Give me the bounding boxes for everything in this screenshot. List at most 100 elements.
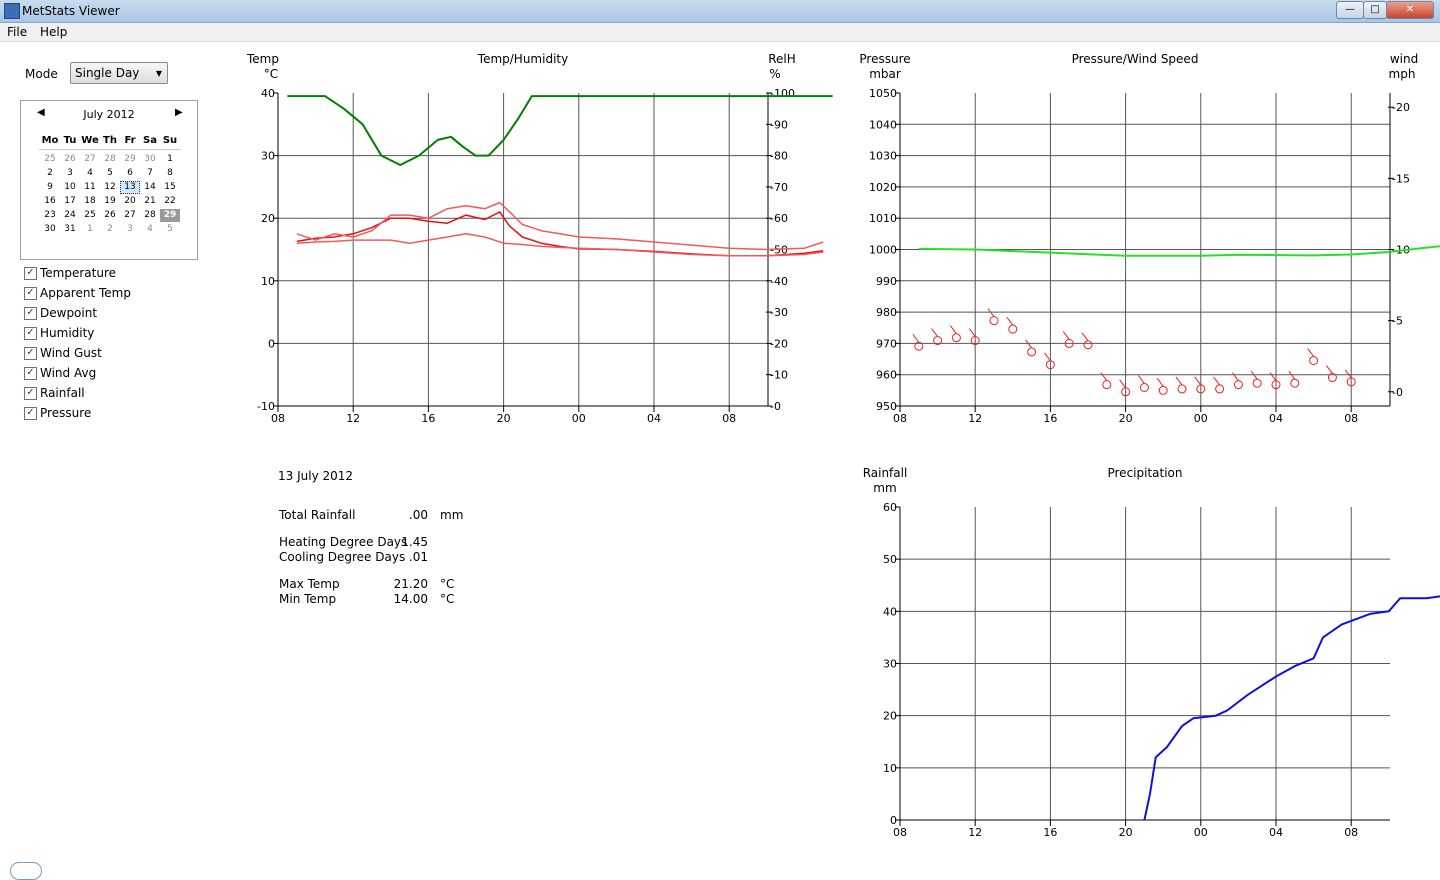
wind-point	[989, 316, 999, 326]
wind-point	[1233, 380, 1243, 390]
calendar-weekday-we: We	[81, 135, 99, 146]
y-tick-label-left: 0	[268, 337, 275, 350]
calendar-day[interactable]: 22	[164, 196, 176, 206]
calendar-day[interactable]: 1	[167, 154, 173, 164]
menu-help[interactable]: Help	[40, 25, 68, 39]
calendar-weekday-sa: Sa	[143, 135, 157, 146]
checkmark-icon[interactable]: ✓	[24, 367, 37, 380]
checkmark-icon[interactable]: ✓	[24, 327, 37, 340]
app-icon	[4, 3, 20, 19]
chevron-left-icon[interactable]: ◀	[37, 107, 45, 118]
checkbox-label: Apparent Temp	[40, 286, 131, 300]
summary-label: Heating Degree Days	[279, 535, 408, 549]
checkbox-label: Humidity	[40, 326, 95, 340]
wind-direction-tail	[1250, 370, 1258, 380]
checkmark-icon[interactable]: ✓	[24, 387, 37, 400]
chart-title: Temp/Humidity	[477, 52, 568, 66]
chevron-down-icon: ▼	[155, 69, 162, 78]
calendar-day[interactable]: 14	[144, 182, 156, 192]
calendar-day[interactable]: 24	[64, 210, 76, 220]
y-tick-label-right: -30	[770, 306, 788, 319]
y-tick-label-left: 0	[890, 814, 897, 827]
chevron-right-icon[interactable]: ▶	[175, 107, 183, 118]
calendar-day[interactable]: 29	[124, 154, 136, 164]
y-tick-label-left: 980	[876, 306, 897, 319]
wind-direction-tail	[912, 333, 920, 343]
x-tick-label: 08	[1344, 826, 1358, 839]
calendar-day[interactable]: 27	[124, 210, 136, 220]
y-tick-label-left: 40	[261, 87, 275, 100]
checkmark-icon[interactable]: ✓	[24, 307, 37, 320]
calendar-day[interactable]: 1	[87, 224, 93, 234]
calendar-day[interactable]: 26	[104, 210, 116, 220]
checkmark-icon[interactable]: ✓	[24, 347, 37, 360]
calendar-day[interactable]: 25	[44, 154, 56, 164]
calendar-day[interactable]: 27	[84, 154, 96, 164]
calendar-day[interactable]: 9	[47, 182, 53, 192]
calendar-day[interactable]: 3	[127, 224, 133, 234]
calendar-day[interactable]: 7	[147, 168, 153, 178]
y-tick-label-left: 1050	[869, 87, 897, 100]
calendar-day[interactable]: 17	[64, 196, 76, 206]
calendar-day[interactable]: 29	[160, 209, 180, 222]
x-tick-label: 04	[1269, 412, 1283, 425]
calendar-day[interactable]: 21	[144, 196, 156, 206]
calendar-day[interactable]: 2	[47, 168, 53, 178]
calendar-day[interactable]: 3	[67, 168, 73, 178]
calendar-weekday-su: Su	[162, 135, 178, 146]
calendar-title[interactable]: July 2012	[83, 108, 135, 121]
calendar-day[interactable]: 16	[44, 196, 56, 206]
calendar-day[interactable]: 2	[107, 224, 113, 234]
y-tick-label-right: -100	[770, 87, 795, 100]
maximize-button[interactable]: □	[1363, 1, 1387, 19]
calendar-day[interactable]: 23	[44, 210, 56, 220]
menu-file[interactable]: File	[7, 25, 28, 39]
calendar-day[interactable]: 28	[144, 210, 156, 220]
calendar-day[interactable]: 25	[84, 210, 96, 220]
calendar-day[interactable]: 20	[124, 196, 136, 206]
checkmark-icon[interactable]: ✓	[24, 287, 37, 300]
calendar-day[interactable]: 10	[64, 182, 76, 192]
wind-point	[1177, 384, 1187, 394]
checkbox-label: Pressure	[40, 406, 92, 420]
summary-value: .01	[408, 550, 428, 564]
calendar-day[interactable]: 11	[84, 182, 96, 192]
calendar-day[interactable]: 15	[164, 182, 176, 192]
calendar-day[interactable]: 4	[147, 224, 153, 234]
calendar-day[interactable]: 5	[167, 224, 173, 234]
x-tick-label: 00	[1194, 826, 1208, 839]
wind-direction-tail	[1119, 379, 1126, 389]
wind-direction-tail	[1344, 369, 1352, 379]
calendar-day[interactable]: 30	[144, 154, 156, 164]
x-tick-label: 20	[497, 412, 511, 425]
series-line	[918, 245, 1440, 257]
checkmark-icon[interactable]: ✓	[24, 407, 37, 420]
wind-direction-tail	[1232, 372, 1239, 381]
wind-point	[1027, 347, 1037, 357]
calendar-day[interactable]: 18	[84, 196, 96, 206]
calendar-day[interactable]: 5	[107, 168, 113, 178]
checkmark-icon[interactable]: ✓	[24, 267, 37, 280]
checkbox-label: Temperature	[40, 266, 117, 280]
y-tick-label-left: 60	[883, 501, 897, 514]
month-calendar[interactable]: ◀ July 2012 ▶ Mo Tu We Th Fr Sa Su 25 26 27 28 29 30…	[20, 100, 198, 260]
calendar-day[interactable]: 26	[64, 154, 76, 164]
calendar-day[interactable]: 31	[64, 224, 76, 234]
y-tick-label-right: -70	[770, 181, 788, 194]
x-tick-label: 12	[968, 412, 982, 425]
calendar-day[interactable]: 4	[87, 168, 93, 178]
calendar-weekday-tu: Tu	[63, 135, 77, 146]
wind-direction-tail	[1194, 376, 1202, 386]
calendar-day[interactable]: 12	[104, 182, 116, 192]
calendar-day[interactable]: 30	[44, 224, 56, 234]
x-tick-label: 16	[1043, 826, 1057, 839]
mode-select-value: Single Day	[75, 66, 140, 80]
mode-select[interactable]: Single Day ▼	[70, 62, 168, 84]
calendar-day[interactable]: 8	[167, 168, 173, 178]
calendar-day[interactable]: 6	[127, 168, 133, 178]
calendar-day[interactable]: 28	[104, 154, 116, 164]
calendar-day[interactable]: 13	[120, 181, 140, 194]
calendar-day[interactable]: 19	[104, 196, 116, 206]
x-tick-label: 00	[1194, 412, 1208, 425]
close-button[interactable]: ✕	[1386, 1, 1434, 19]
